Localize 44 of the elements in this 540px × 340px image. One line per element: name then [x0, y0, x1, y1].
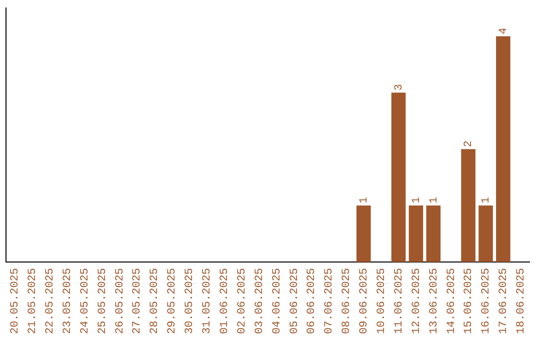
bar	[426, 206, 441, 262]
x-tick-label: 10.06.2025	[376, 268, 388, 334]
bar	[356, 206, 371, 262]
x-tick-label: 21.05.2025	[27, 268, 40, 334]
x-tick-label: 31.05.2025	[202, 268, 214, 334]
x-tick-label: 02.06.2025	[236, 268, 248, 334]
x-tick-label: 30.05.2025	[184, 268, 196, 334]
bar	[408, 206, 424, 262]
x-tick-label: 11.06.2025	[393, 268, 406, 334]
bar	[391, 92, 406, 262]
bar	[496, 36, 510, 262]
bar	[461, 149, 476, 262]
x-tick-label: 07.06.2025	[324, 268, 336, 334]
data-label: 1	[480, 196, 493, 204]
data-label: 1	[358, 196, 371, 204]
x-tick-label: 14.06.2025	[446, 268, 458, 334]
x-tick-label: 24.05.2025	[79, 268, 92, 334]
data-label: 3	[393, 84, 406, 91]
data-label: 2	[463, 140, 476, 148]
bar	[478, 206, 493, 262]
data-label: 4	[498, 27, 510, 34]
x-tick-label: 27.05.2025	[132, 268, 144, 334]
x-tick-label: 08.06.2025	[341, 268, 354, 334]
x-tick-label: 20.05.2025	[10, 268, 22, 334]
x-tick-label: 23.05.2025	[62, 268, 74, 334]
x-tick-label: 04.06.2025	[271, 268, 284, 334]
x-tick-label: 13.06.2025	[428, 268, 440, 334]
x-tick-label: 09.06.2025	[358, 268, 371, 334]
x-tick-label: 12.06.2025	[410, 268, 423, 334]
x-tick-label: 18.06.2025	[516, 268, 528, 334]
x-tick-label: 17.06.2025	[498, 268, 510, 334]
x-tick-label: 29.05.2025	[166, 268, 179, 334]
x-tick-label: 03.06.2025	[254, 268, 266, 334]
data-label: 1	[428, 196, 440, 204]
x-tick-label: 05.06.2025	[288, 268, 301, 334]
x-tick-label: 25.05.2025	[96, 268, 109, 334]
x-tick-label: 28.05.2025	[149, 268, 162, 334]
x-tick-label: 22.05.2025	[44, 268, 57, 334]
x-tick-label: 06.06.2025	[306, 268, 318, 334]
data-label: 1	[410, 196, 423, 204]
x-tick-label: 15.06.2025	[463, 268, 476, 334]
x-tick-label: 16.06.2025	[480, 268, 493, 334]
x-tick-label: 01.06.2025	[218, 268, 231, 334]
x-tick-label: 26.05.2025	[114, 268, 126, 334]
